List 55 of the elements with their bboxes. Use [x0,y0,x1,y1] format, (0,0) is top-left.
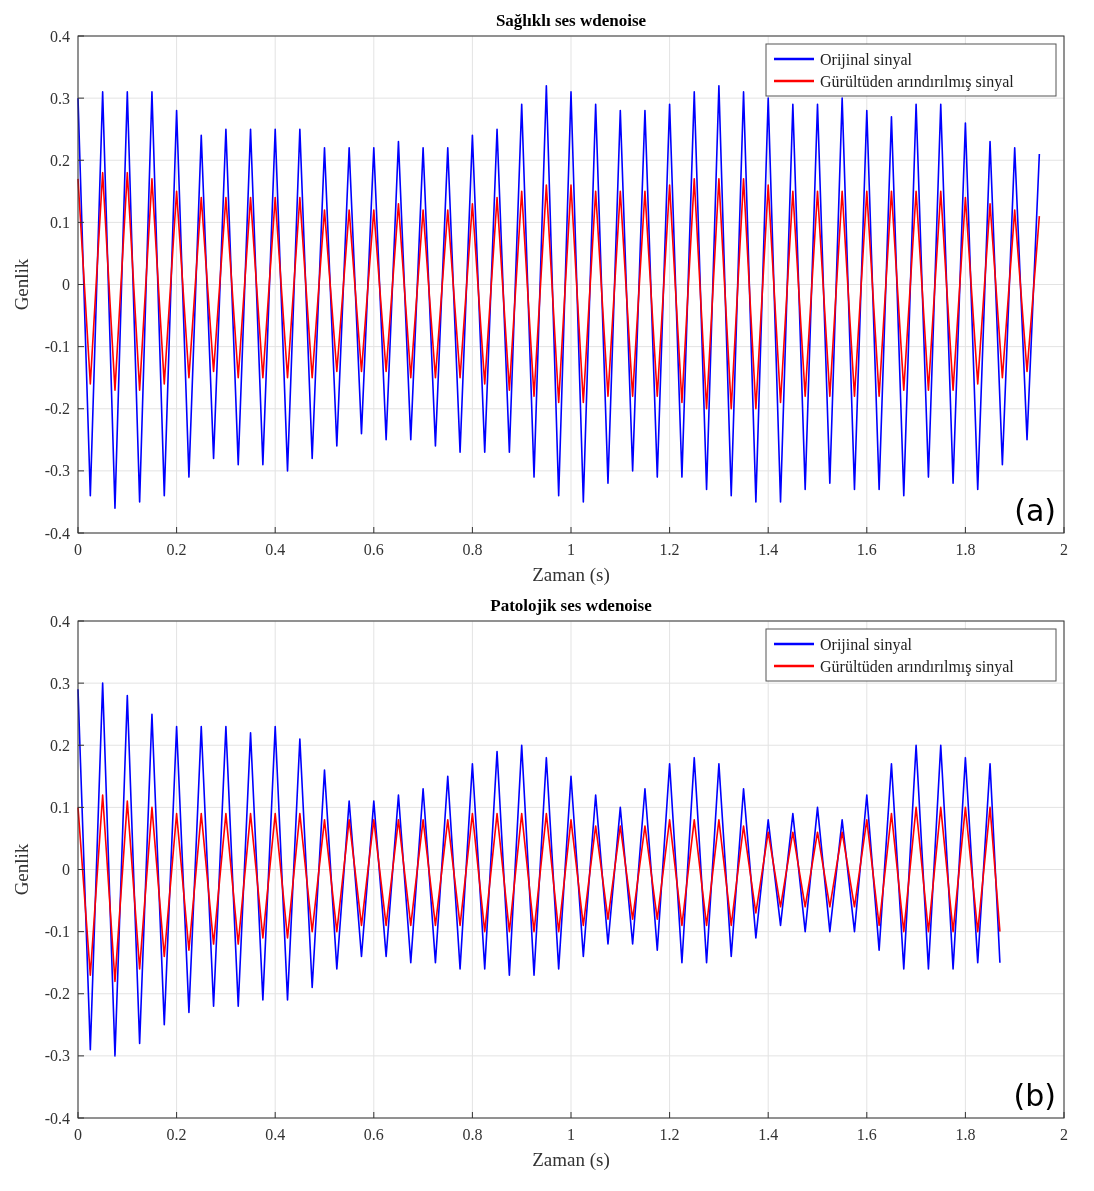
line-series [77,682,1001,1057]
y-tick-label: 0 [62,861,70,879]
x-tick-label: 1.2 [659,1126,680,1143]
x-tick-label: 1.8 [955,541,976,558]
y-axis-title: Genlik [11,258,32,311]
x-tick-label: 0.2 [166,1126,187,1143]
x-tick-label: 1.4 [758,541,779,558]
y-axis-title: Genlik [11,843,32,896]
chart-title: Sağlıklı ses wdenoise [495,11,647,30]
legend-label: Gürültüden arındırılmış sinyal [820,657,1015,676]
y-tick-label: -0.4 [44,524,70,542]
annotation: (b) [1013,1078,1056,1113]
x-tick-label: 1.6 [856,1126,877,1143]
y-tick-label: 0.1 [50,798,70,816]
x-tick-label: 0.4 [265,1126,286,1143]
y-tick-label: -0.1 [44,923,70,941]
y-tick-label: 0 [62,276,70,294]
x-tick-label: 1.8 [955,1126,976,1143]
x-tick-label: 1 [567,541,575,558]
annotation: (a) [1014,493,1056,528]
x-axis-title: Zaman (s) [532,564,610,586]
y-tick-label: 0.1 [50,213,70,231]
y-tick-label: 0.2 [50,736,70,754]
line-series [77,794,1001,983]
legend-label: Orijinal sinyal [820,50,913,69]
x-tick-label: 2 [1060,1126,1068,1143]
x-tick-label: 1.2 [659,541,680,558]
y-tick-label: -0.3 [44,462,70,480]
x-tick-label: 0.6 [363,541,384,558]
y-tick-label: -0.4 [44,1109,70,1127]
y-tick-label: 0.2 [50,151,70,169]
x-tick-label: 0 [74,1126,82,1143]
y-tick-label: -0.3 [44,1047,70,1065]
y-tick-label: -0.2 [44,985,70,1003]
x-tick-label: 0.2 [166,541,187,558]
x-axis-title: Zaman (s) [532,1149,610,1171]
y-tick-label: 0.3 [50,674,70,692]
y-tick-label: 0.3 [50,89,70,107]
y-tick-label: -0.2 [44,400,70,418]
x-tick-label: 0.6 [363,1126,384,1143]
legend-label: Gürültüden arındırılmış sinyal [820,72,1015,91]
x-tick-label: 0.8 [462,1126,483,1143]
x-tick-label: 2 [1060,541,1068,558]
x-tick-label: 0 [74,541,82,558]
x-tick-label: 0.8 [462,541,483,558]
x-tick-label: 1.4 [758,1126,779,1143]
y-tick-label: -0.1 [44,338,70,356]
y-tick-label: 0.4 [50,612,70,630]
x-tick-label: 1 [567,1126,575,1143]
legend-label: Orijinal sinyal [820,635,913,654]
y-tick-label: 0.4 [50,27,70,45]
line-series [77,171,1041,410]
x-tick-label: 1.6 [856,541,877,558]
x-tick-label: 0.4 [265,541,286,558]
chart-title: Patolojik ses wdenoise [490,596,653,615]
